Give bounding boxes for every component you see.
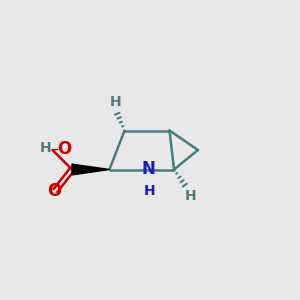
Text: O: O [57, 140, 71, 158]
Text: H: H [39, 142, 51, 155]
Text: H: H [144, 184, 156, 198]
Polygon shape [72, 164, 110, 175]
Text: H: H [185, 190, 196, 203]
Text: -: - [52, 140, 58, 158]
Text: O: O [47, 182, 61, 200]
Text: H: H [110, 95, 121, 109]
Text: N: N [142, 160, 155, 178]
